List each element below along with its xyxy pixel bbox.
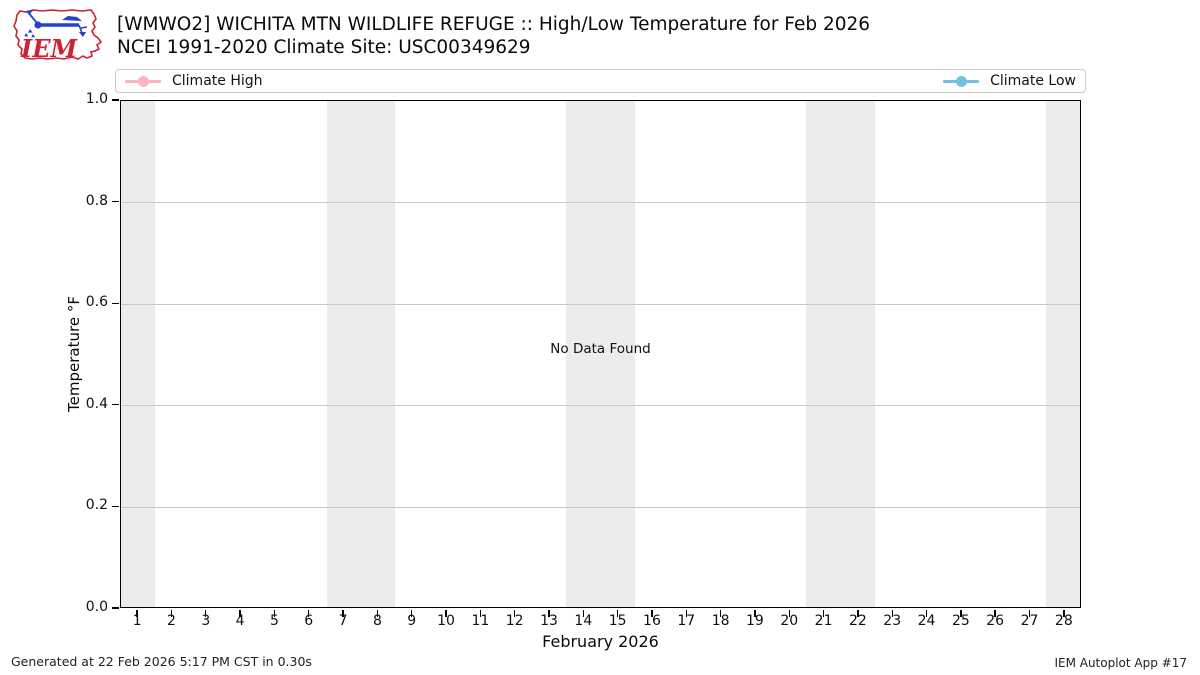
legend-entry-climate-low: Climate Low: [943, 73, 1076, 89]
x-axis-tick: [1063, 609, 1065, 617]
x-axis-tick: [822, 609, 825, 617]
chart-subtitle: NCEI 1991-2020 Climate Site: USC00349629: [117, 37, 531, 58]
x-axis-tick-label: 16: [643, 613, 661, 629]
x-axis-tick: [479, 609, 482, 617]
x-axis-tick: [239, 609, 241, 617]
x-axis-tick: [994, 609, 996, 617]
generated-timestamp: Generated at 22 Feb 2026 5:17 PM CST in …: [11, 654, 312, 669]
x-axis-tick-label: 9: [407, 613, 417, 629]
x-axis-tick-label: 19: [746, 613, 764, 629]
x-axis-tick: [925, 609, 928, 617]
weekend-shading-band: [121, 101, 156, 607]
x-axis-tick-label: 20: [780, 613, 799, 629]
x-axis-tick: [891, 609, 893, 617]
weekend-shading-band: [806, 101, 875, 607]
x-axis-tick: [136, 609, 138, 617]
y-axis-tick-label: 0.8: [85, 192, 108, 209]
plot-area: No Data Found: [120, 100, 1081, 608]
x-axis-tick: [857, 609, 859, 617]
x-axis-tick: [754, 609, 756, 617]
climate-low-marker-icon: [943, 75, 980, 87]
x-axis-tick: [960, 609, 962, 617]
x-axis-tick-label: 7: [338, 613, 348, 629]
legend-label-climate-low: Climate Low: [990, 73, 1076, 89]
x-axis-tick-label: 13: [540, 613, 558, 629]
x-axis-tick: [788, 609, 790, 617]
no-data-message: No Data Found: [550, 340, 651, 357]
x-axis-tick: [616, 609, 619, 617]
x-axis-tick: [513, 609, 516, 617]
x-axis-tick-label: 17: [677, 613, 696, 629]
iem-logo: IEM: [13, 9, 103, 63]
x-axis-tick: [685, 609, 687, 617]
x-axis-tick: [376, 609, 379, 617]
y-gridline: [121, 405, 1080, 407]
x-axis-tick-label: 25: [951, 613, 970, 629]
chart-title: [WMWO2] WICHITA MTN WILDLIFE REFUGE :: H…: [117, 14, 871, 35]
y-axis-label: Temperature °F: [65, 296, 83, 412]
y-axis-tick-label: 1.0: [85, 91, 108, 107]
iem-logo-text: IEM: [20, 34, 79, 63]
y-axis-tick-label: 0.6: [85, 294, 108, 311]
y-gridline: [121, 303, 1080, 305]
weekend-shading-band: [1045, 101, 1080, 607]
x-axis-tick-label: 3: [201, 613, 211, 629]
x-axis-tick-label: 8: [372, 613, 382, 629]
x-axis-tick: [1028, 609, 1031, 617]
x-axis-tick-label: 21: [814, 613, 833, 629]
x-axis-tick-label: 12: [505, 613, 524, 629]
weekend-shading-band: [326, 101, 395, 607]
x-axis-tick: [170, 609, 173, 617]
x-axis-tick-label: 24: [917, 613, 936, 629]
y-axis-tick: [112, 505, 119, 508]
x-axis-tick-label: 26: [986, 613, 1005, 629]
x-axis-tick-label: 4: [235, 613, 245, 629]
autoplot-app-credit: IEM Autoplot App #17: [1054, 656, 1187, 670]
y-axis-tick: [112, 607, 119, 609]
legend-entry-climate-high: Climate High: [125, 73, 263, 89]
x-axis-tick: [651, 609, 653, 617]
x-axis-tick-label: 5: [269, 613, 279, 629]
x-axis-tick-label: 28: [1054, 613, 1073, 629]
y-axis-tick-label: 0.4: [85, 395, 108, 412]
x-axis-tick: [719, 609, 722, 617]
y-axis-tick-label: 0.2: [85, 497, 108, 514]
weekend-shading-band: [566, 101, 635, 607]
x-axis-tick-label: 18: [711, 613, 730, 629]
x-axis-tick-label: 10: [437, 613, 455, 629]
x-axis-tick: [411, 609, 413, 617]
x-axis-tick: [273, 609, 276, 617]
legend-label-climate-high: Climate High: [172, 73, 263, 89]
x-axis-tick: [308, 609, 310, 617]
y-axis-tick: [112, 404, 119, 406]
legend: Climate High Climate Low: [115, 69, 1086, 93]
x-axis-tick: [342, 609, 344, 617]
x-axis-tick-label: 14: [574, 613, 593, 629]
x-axis-tick: [582, 609, 585, 617]
y-axis-tick: [112, 99, 119, 101]
y-axis-tick: [112, 200, 119, 203]
x-axis-tick-label: 6: [304, 613, 314, 629]
y-axis-tick-label: 0.0: [85, 599, 108, 615]
x-axis-tick-label: 1: [132, 613, 142, 629]
climate-high-marker-icon: [125, 75, 161, 87]
x-axis-tick: [445, 609, 447, 617]
y-gridline: [121, 506, 1080, 508]
weathervane-icon: [24, 9, 88, 38]
chart-titles: [WMWO2] WICHITA MTN WILDLIFE REFUGE :: H…: [117, 13, 870, 59]
x-axis-label: February 2026: [542, 632, 659, 651]
x-axis-tick-label: 15: [608, 613, 627, 629]
y-axis-tick: [112, 302, 119, 304]
x-axis-tick-label: 2: [167, 613, 176, 629]
x-axis-tick: [205, 609, 207, 617]
x-axis-tick-label: 27: [1020, 613, 1039, 629]
y-gridline: [121, 202, 1080, 204]
x-axis-tick-label: 11: [471, 613, 490, 629]
x-axis-tick-label: 22: [848, 613, 867, 629]
x-axis-tick-label: 23: [883, 613, 902, 629]
x-axis-tick: [548, 609, 550, 617]
